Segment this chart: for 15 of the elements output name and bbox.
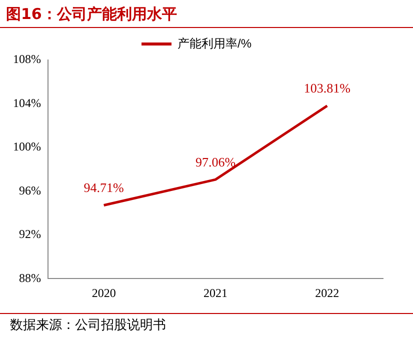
data-label: 103.81% xyxy=(304,80,351,96)
data-label: 97.06% xyxy=(195,154,236,170)
data-label: 94.71% xyxy=(84,180,124,196)
y-tick-label: 100% xyxy=(12,140,41,154)
y-tick-label: 88% xyxy=(18,270,41,285)
x-tick-label: 2021 xyxy=(204,286,228,300)
y-tick-label: 104% xyxy=(12,96,41,110)
chart-title: 图16：公司产能利用水平 xyxy=(0,0,413,28)
x-tick-label: 2020 xyxy=(92,286,116,300)
x-tick-label: 2022 xyxy=(315,286,340,300)
y-tick-label: 96% xyxy=(18,183,41,198)
source-note: 数据来源：公司招股说明书 xyxy=(0,313,413,336)
y-tick-label: 108% xyxy=(12,52,41,66)
y-tick-label: 92% xyxy=(18,227,41,242)
legend-label: 产能利用率/% xyxy=(178,36,252,50)
